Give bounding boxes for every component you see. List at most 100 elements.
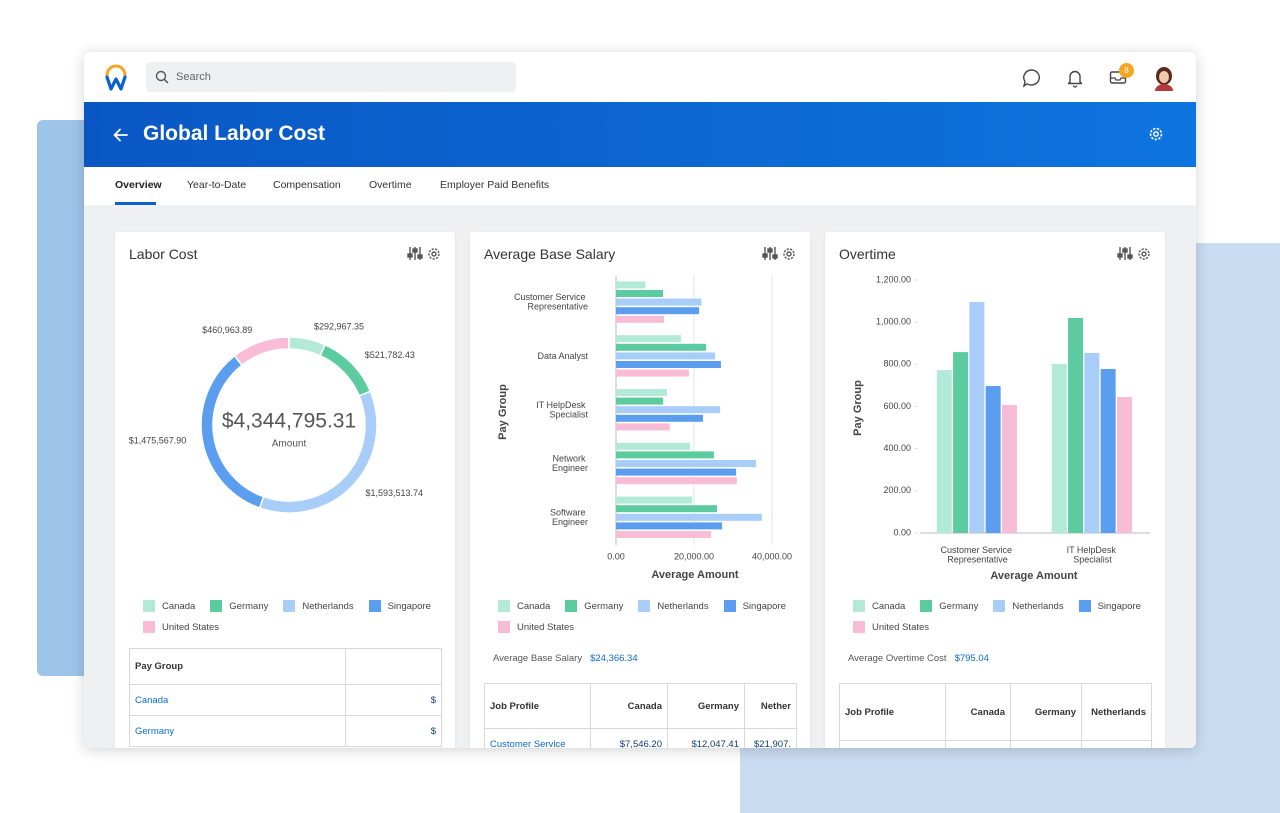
panel-title: Average Base Salary (484, 246, 616, 262)
table-row: Germany $ (129, 715, 442, 747)
legend-item: Germany (565, 600, 623, 612)
bar (616, 496, 693, 504)
legend-swatch (498, 621, 510, 633)
bar (616, 352, 716, 360)
bar (953, 352, 969, 533)
bar (616, 298, 702, 306)
bar (616, 315, 664, 323)
panel-tools[interactable] (762, 245, 798, 263)
tab[interactable]: Compensation (273, 179, 341, 191)
bar (616, 531, 712, 538)
y-tick-label: 800.00 (883, 359, 911, 369)
data-table: Job Profile Canada Germany Nether Customer S… (484, 683, 797, 748)
table-cell: $12,047.41 (667, 728, 745, 748)
legend-label: Netherlands (657, 600, 709, 612)
page-title: Global Labor Cost (143, 122, 326, 145)
bar (616, 522, 723, 530)
y-tick-label: Data Analyst (537, 351, 588, 361)
legend-item: Germany (210, 600, 268, 612)
legend-item: Netherlands (638, 600, 709, 612)
tab[interactable]: Employer Paid Benefits (440, 179, 550, 191)
legend-swatch (853, 621, 865, 633)
header-cell: Pay Group (129, 648, 346, 685)
legend-swatch (210, 600, 223, 612)
top-bar: Search 8 (84, 52, 1196, 102)
table-row: Customer Service $7,546.20 $12,047.41 $21,9… (484, 728, 797, 748)
panel-icons (1117, 245, 1153, 268)
header-cell: Canada (945, 683, 1011, 741)
bar (616, 335, 682, 343)
app-window: Search 8 Global Labor Cost Overvie (84, 52, 1196, 748)
table-cell[interactable]: Customer Service (484, 728, 591, 748)
x-tick-label: 0.00 (607, 551, 625, 561)
legend-swatch (638, 600, 651, 612)
y-tick-label: Customer Service Representative (514, 293, 588, 312)
chat-icon[interactable] (1022, 68, 1042, 88)
header-cell: Nether (744, 683, 797, 729)
bar (616, 513, 762, 521)
bar (1001, 405, 1017, 533)
y-tick-label: 1,000.00 (876, 317, 911, 327)
summary: Average Base Salary $24,366.34 (493, 653, 638, 664)
y-tick-label: 1,200.00 (876, 274, 911, 284)
bar (1051, 363, 1067, 533)
x-tick-label: Customer Service Representative (940, 545, 1014, 564)
legend-label: Singapore (742, 600, 786, 612)
x-tick-label: 20,000.00 (674, 551, 714, 561)
tab[interactable]: Year-to-Date (187, 179, 247, 191)
back-arrow[interactable] (113, 128, 129, 142)
legend-label: Canada (517, 600, 551, 612)
header-row: Job Profile Canada Germany Nether (484, 683, 797, 729)
notification-badge: 8 (1119, 63, 1134, 78)
legend-item: Netherlands (993, 600, 1064, 612)
x-tick-label: 40,000.00 (752, 551, 792, 561)
legend-swatch (1078, 600, 1091, 612)
panel-tools[interactable] (407, 245, 443, 263)
bar (616, 406, 721, 414)
data-table: Pay Group Canada $ Germany $ (129, 648, 442, 747)
donut-slice (233, 336, 290, 367)
search-placeholder: Search (176, 71, 211, 83)
y-tick-label: 600.00 (883, 401, 911, 411)
header-cell: Canada (590, 683, 668, 729)
bar (616, 361, 721, 368)
table-cell[interactable]: Germany (129, 715, 346, 747)
table-row (839, 740, 1152, 748)
bell-icon[interactable] (1066, 68, 1084, 88)
panel-tools[interactable] (1117, 245, 1153, 263)
legend-item: Singapore (1078, 600, 1141, 612)
bar (616, 442, 691, 450)
legend-label: Canada (162, 600, 196, 612)
table-cell: $7,546.20 (590, 728, 668, 748)
legend-item: Singapore (368, 600, 431, 612)
y-tick-label: Software Engineer (550, 508, 588, 527)
data-label: $1,475,567.90 (129, 436, 187, 446)
center-label: $4,344,795.31 (222, 410, 356, 433)
y-tick-label: 400.00 (883, 443, 911, 453)
logo[interactable] (102, 64, 130, 92)
data-label: $521,782.43 (365, 350, 415, 360)
settings-icon[interactable] (1147, 125, 1165, 143)
summary: Average Overtime Cost $795.04 (848, 653, 989, 664)
search-box[interactable]: Search (146, 62, 516, 92)
legend-label: Netherlands (1012, 600, 1064, 612)
tab[interactable]: Overtime (369, 179, 412, 191)
tab[interactable]: Overview (115, 179, 162, 191)
header-row: Job Profile Canada Germany Netherlands (839, 683, 1152, 741)
legend-item: United States (498, 621, 574, 633)
legend: Canada Germany Netherlands Singapore United … (143, 600, 443, 633)
legend: Canada Germany Netherlands Singapore United … (498, 600, 798, 633)
legend-item: Canada (853, 600, 905, 612)
x-axis-title: Average Amount (651, 569, 739, 581)
avatar[interactable] (1152, 65, 1176, 91)
table-cell[interactable]: Canada (129, 684, 346, 716)
bar (616, 307, 700, 315)
y-tick-label: 0.00 (893, 527, 911, 537)
y-tick-label: IT HelpDesk Specialist (536, 400, 588, 419)
header-cell: Job Profile (484, 683, 591, 729)
page-header: Global Labor Cost (84, 102, 1196, 167)
table-cell: $21,907. (744, 728, 797, 748)
bar (616, 505, 718, 513)
search-icon (155, 70, 169, 84)
